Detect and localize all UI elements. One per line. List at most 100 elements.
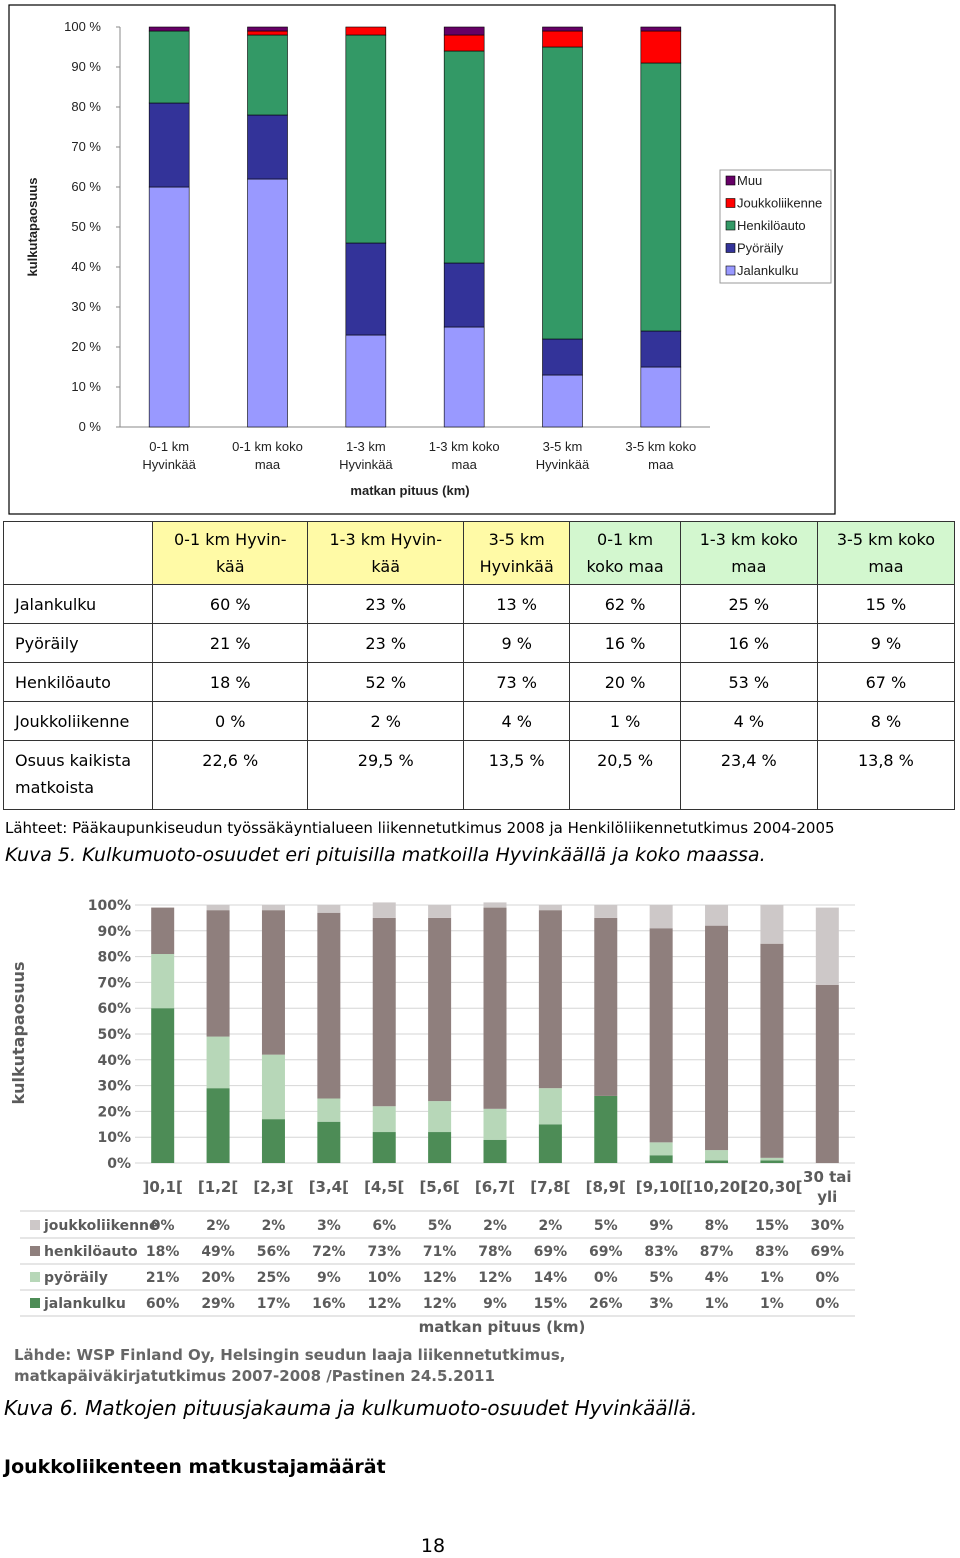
table-cell: 13 % bbox=[462, 584, 571, 624]
table-cell: 69% bbox=[589, 1244, 623, 1260]
legend-swatch bbox=[725, 243, 736, 253]
table-header-line: kää bbox=[215, 557, 245, 576]
x-tick-label: maa bbox=[452, 457, 478, 472]
bar-segment bbox=[483, 902, 507, 908]
legend-swatch bbox=[725, 175, 736, 186]
y-tick-label: 10 % bbox=[71, 379, 101, 394]
table-header-line: maa bbox=[731, 557, 767, 576]
table-cell: 4% bbox=[705, 1270, 729, 1286]
x-tick-label: [6,7[ bbox=[475, 1178, 515, 1196]
table-header-row: 0-1 km Hyvin-kää 1-3 km Hyvin-kää 3-5 km Hy… bbox=[3, 521, 956, 585]
x-tick-label: Hyvinkää bbox=[142, 457, 196, 472]
table-cell: 0% bbox=[151, 1218, 175, 1234]
source-note-2-line-1: Lähde: WSP Finland Oy, Helsingin seudun … bbox=[14, 1346, 566, 1364]
bar-segment bbox=[443, 262, 485, 328]
x-tick-label: 0-1 km koko bbox=[232, 439, 303, 454]
x-tick-label: 0-1 km bbox=[149, 439, 189, 454]
table-cell: 67 % bbox=[816, 662, 956, 702]
bar-segment bbox=[649, 928, 673, 1143]
bar-segment bbox=[428, 1101, 452, 1133]
bar-segment bbox=[206, 1036, 230, 1089]
bar-segment bbox=[649, 905, 673, 929]
bar-segment bbox=[649, 1142, 673, 1156]
section-heading: Joukkoliikenteen matkustajamäärät bbox=[4, 1456, 386, 1478]
x-tick-label: yli bbox=[817, 1188, 837, 1206]
table-row-total: Osuus kaikista matkoista 22,6 % 29,5 % 13,5 … bbox=[3, 740, 956, 810]
table-cell: 22,6 % bbox=[151, 740, 309, 810]
bar-segment bbox=[443, 326, 485, 428]
table-cell: 23,4 % bbox=[679, 740, 818, 810]
legend-swatch bbox=[725, 198, 736, 208]
table-cell: 14% bbox=[534, 1270, 568, 1286]
bar-segment bbox=[428, 905, 452, 918]
bar-segment bbox=[247, 34, 288, 116]
x-tick-label: 3-5 km bbox=[543, 439, 583, 454]
table-cell: 9 % bbox=[816, 623, 956, 663]
bar-segment bbox=[148, 30, 190, 104]
bar-segment bbox=[760, 1160, 784, 1163]
table-cell: 25% bbox=[257, 1270, 291, 1286]
table-cell: 21% bbox=[146, 1270, 180, 1286]
table-header-cell: 3-5 km koko maa bbox=[816, 521, 956, 585]
legend-swatch bbox=[725, 220, 736, 231]
table-cell: 9 % bbox=[462, 623, 571, 663]
table-cell: 8 % bbox=[816, 701, 956, 741]
bar-segment bbox=[538, 905, 562, 911]
y-tick-label: 70 % bbox=[71, 139, 101, 154]
bar-segment bbox=[206, 1088, 230, 1163]
table-header-line: 3-5 km koko bbox=[836, 530, 935, 549]
x-tick-label: ]0,1[ bbox=[143, 1178, 183, 1196]
table-row: Jalankulku 60 % 23 % 13 % 62 % 25 % 15 % bbox=[3, 584, 956, 624]
mode-share-table: 0-1 km Hyvin-kää 1-3 km Hyvin-kää 3-5 km Hy… bbox=[3, 521, 956, 810]
x-tick-label: [5,6[ bbox=[419, 1178, 459, 1196]
bar-segment bbox=[317, 905, 341, 913]
x-tick-label: [10,20[ bbox=[686, 1178, 747, 1196]
table-cell: 4 % bbox=[679, 701, 818, 741]
table-cell: 15 % bbox=[816, 584, 956, 624]
bar-segment bbox=[705, 905, 729, 926]
y-tick-label: 30 % bbox=[71, 299, 101, 314]
bar-segment bbox=[594, 917, 618, 1096]
table-cell: 29,5 % bbox=[307, 740, 464, 810]
x-axis-title: matkan pituus (km) bbox=[419, 1318, 586, 1336]
bar-segment bbox=[640, 30, 682, 64]
bar-segment bbox=[542, 46, 583, 340]
bar-segment bbox=[317, 912, 341, 1099]
y-tick-label: 20% bbox=[97, 1104, 131, 1120]
table-cell: 69% bbox=[534, 1244, 568, 1260]
y-tick-label: 80% bbox=[97, 950, 131, 966]
bar-segment bbox=[151, 954, 175, 1009]
table-cell: 12% bbox=[478, 1270, 512, 1286]
table-cell: 0% bbox=[594, 1270, 618, 1286]
source-note-1: Lähteet: Pääkaupunkiseudun työssäkäyntia… bbox=[5, 819, 835, 837]
table-row-label: Osuus kaikista matkoista bbox=[3, 740, 153, 810]
bar-segment bbox=[261, 1054, 285, 1120]
x-tick-label: maa bbox=[648, 457, 674, 472]
bar-segment bbox=[261, 905, 285, 911]
table-header-line: 1-3 km koko bbox=[699, 530, 798, 549]
legend-label: Joukkoliikenne bbox=[737, 196, 822, 211]
bar-segment bbox=[640, 366, 682, 428]
page-number: 18 bbox=[420, 1535, 446, 1557]
y-tick-label: 10% bbox=[97, 1130, 131, 1146]
bar-segment bbox=[760, 943, 784, 1158]
y-axis-title: kulkutapaosuus bbox=[9, 961, 28, 1104]
y-tick-label: 70% bbox=[97, 975, 131, 991]
table-cell: 4 % bbox=[462, 701, 571, 741]
chart-frame bbox=[8, 4, 836, 515]
bar-segment bbox=[372, 1132, 396, 1163]
table-cell: 83% bbox=[755, 1244, 789, 1260]
table-cell: 12% bbox=[423, 1270, 457, 1286]
y-tick-label: 50% bbox=[97, 1027, 131, 1043]
table-cell: 60% bbox=[146, 1296, 180, 1312]
table-cell: 13,8 % bbox=[816, 740, 956, 810]
table-row-label-line: Osuus kaikista bbox=[15, 751, 131, 770]
table-legend-swatch bbox=[30, 1220, 40, 1230]
y-axis-title: kulkutapaosuus bbox=[25, 178, 40, 277]
table-cell: 23 % bbox=[307, 623, 464, 663]
table-cell: 16 % bbox=[679, 623, 818, 663]
bar-segment bbox=[542, 338, 583, 376]
x-tick-label: 30 tai bbox=[803, 1168, 852, 1186]
source-note-2-line-2: matkapäiväkirjatutkimus 2007-2008 /Pasti… bbox=[14, 1367, 495, 1385]
bar-segment bbox=[594, 1095, 618, 1163]
